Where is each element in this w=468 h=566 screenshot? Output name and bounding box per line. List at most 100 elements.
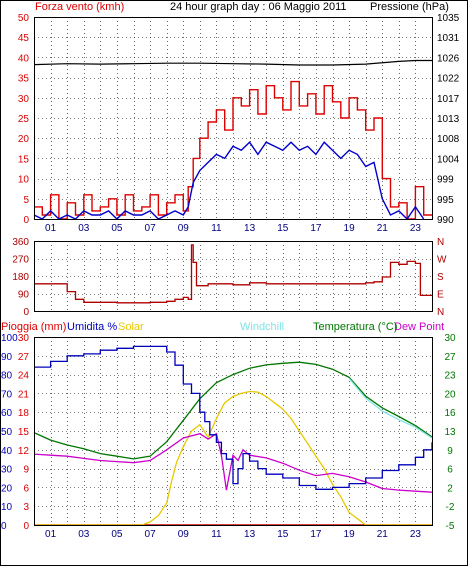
- x-tick-label: 03: [78, 223, 90, 234]
- pressure-axis-tick: 1022: [437, 74, 460, 85]
- direction-axis-tick: 360: [12, 237, 29, 248]
- x-tick-label: 15: [277, 529, 289, 540]
- temperature-axis-tick: 16: [444, 408, 456, 419]
- temperature-axis-tick: -2: [446, 502, 455, 513]
- x-tick-label: 21: [377, 223, 389, 234]
- rain-label: Pioggia (mm): [1, 321, 66, 333]
- x-tick-label: 15: [277, 223, 289, 234]
- wind-axis-tick: 5: [23, 195, 29, 206]
- x-tick-label: 17: [310, 223, 322, 234]
- direction-axis-tick: 90: [18, 290, 30, 301]
- pressure-axis-tick: 1031: [437, 33, 460, 44]
- humidity-axis-tick: 10: [1, 502, 13, 513]
- x-tick-label: 01: [45, 529, 57, 540]
- pressure-axis-tick: 1004: [437, 154, 460, 165]
- humidity-line: [34, 345, 433, 490]
- humidity-axis-tick: 90: [1, 352, 13, 363]
- temperature-label: Temperatura (°C): [313, 321, 397, 333]
- plot-frame-1: [34, 17, 433, 220]
- x-tick-label: 23: [410, 223, 422, 234]
- wind-axis-tick: 45: [18, 33, 30, 44]
- temperature-axis-tick: 6: [447, 465, 453, 476]
- x-tick-label: 11: [211, 223, 222, 234]
- wind-axis-tick: 35: [18, 74, 30, 85]
- x-tick-label: 05: [111, 529, 123, 540]
- temperature-axis-tick: 30: [444, 333, 456, 344]
- direction-axis-tick: 180: [12, 272, 29, 283]
- x-tick-label: 09: [178, 529, 190, 540]
- x-tick-label: 19: [344, 223, 356, 234]
- pressure-line: [33, 59, 432, 66]
- pressure-axis-tick: 1017: [437, 94, 460, 105]
- temperature-line: [33, 361, 433, 460]
- rain-axis-tick: 18: [18, 408, 30, 419]
- x-tick-label: 13: [244, 529, 256, 540]
- pressure-axis-tick: 1026: [437, 53, 460, 64]
- x-tick-label: 19: [344, 529, 356, 540]
- humidity-axis-tick: 40: [1, 446, 13, 457]
- pressure-axis-tick: 990: [437, 215, 454, 226]
- humidity-axis-tick: 70: [1, 389, 13, 400]
- grid-layer: [34, 17, 432, 526]
- temperature-axis-tick: 13: [444, 427, 456, 438]
- rain-axis-tick: 12: [18, 446, 30, 457]
- x-tick-label: 07: [145, 529, 157, 540]
- wind-axis-tick: 0: [23, 215, 29, 226]
- humidity-axis-tick: 100: [1, 333, 18, 344]
- compass-axis-tick: N: [437, 237, 444, 248]
- x-tick-label: 01: [45, 223, 57, 234]
- wind-axis-tick: 40: [18, 53, 30, 64]
- x-tick-label: 13: [244, 223, 256, 234]
- wind-gust-line: [33, 141, 425, 221]
- wind-axis-tick: 20: [18, 134, 30, 145]
- humidity-axis-tick: 0: [1, 521, 7, 532]
- pressure-axis-tick: 1013: [437, 114, 460, 125]
- temperature-axis-tick: 9: [447, 446, 453, 457]
- wind-axis-tick: 50: [18, 13, 30, 24]
- compass-axis-tick: S: [437, 272, 444, 283]
- x-tick-label: 11: [211, 529, 222, 540]
- dewpoint-label: Dew Point: [394, 321, 444, 333]
- rain-axis-tick: 0: [23, 521, 29, 532]
- solar-line: [34, 390, 432, 526]
- humidity-axis-tick: 80: [1, 371, 13, 382]
- solar-label: Solar: [118, 321, 144, 333]
- direction-axis-tick: 0: [23, 307, 29, 318]
- x-tick-label: 07: [145, 223, 157, 234]
- wind-axis-tick: 30: [18, 94, 30, 105]
- pressure-axis-tick: 999: [437, 175, 454, 186]
- plot-frame-2: [34, 241, 433, 312]
- direction-axis-tick: 270: [12, 255, 29, 266]
- rain-axis-tick: 3: [23, 502, 29, 513]
- humidity-axis-tick: 50: [1, 427, 13, 438]
- temperature-axis-tick: 20: [444, 389, 456, 400]
- x-tick-label: 17: [310, 529, 322, 540]
- rain-axis-tick: 6: [23, 483, 29, 494]
- rain-axis-tick: 30: [18, 333, 30, 344]
- temperature-axis-tick: 23: [444, 371, 456, 382]
- pressure-axis-tick: 1008: [437, 134, 460, 145]
- humidity-axis-tick: 60: [1, 408, 13, 419]
- dewpoint-line: [33, 432, 433, 493]
- rain-axis-tick: 15: [18, 427, 30, 438]
- pressure-label: Pressione (hPa): [370, 1, 449, 13]
- temperature-axis-tick: -5: [446, 521, 455, 532]
- humidity-axis-tick: 20: [1, 483, 13, 494]
- pressure-axis-tick: 995: [437, 195, 454, 206]
- windchill-label: Windchill: [240, 321, 284, 333]
- wind-axis-tick: 25: [18, 114, 30, 125]
- temperature-axis-tick: 27: [444, 352, 456, 363]
- temperature-axis-tick: 2: [447, 483, 453, 494]
- x-tick-label: 03: [78, 529, 90, 540]
- compass-axis-tick: W: [437, 255, 447, 266]
- humidity-axis-tick: 30: [1, 465, 13, 476]
- x-tick-label: 23: [410, 529, 422, 540]
- rain-axis-tick: 9: [23, 465, 29, 476]
- rain-axis-tick: 24: [18, 371, 30, 382]
- wind-axis-tick: 15: [18, 154, 30, 165]
